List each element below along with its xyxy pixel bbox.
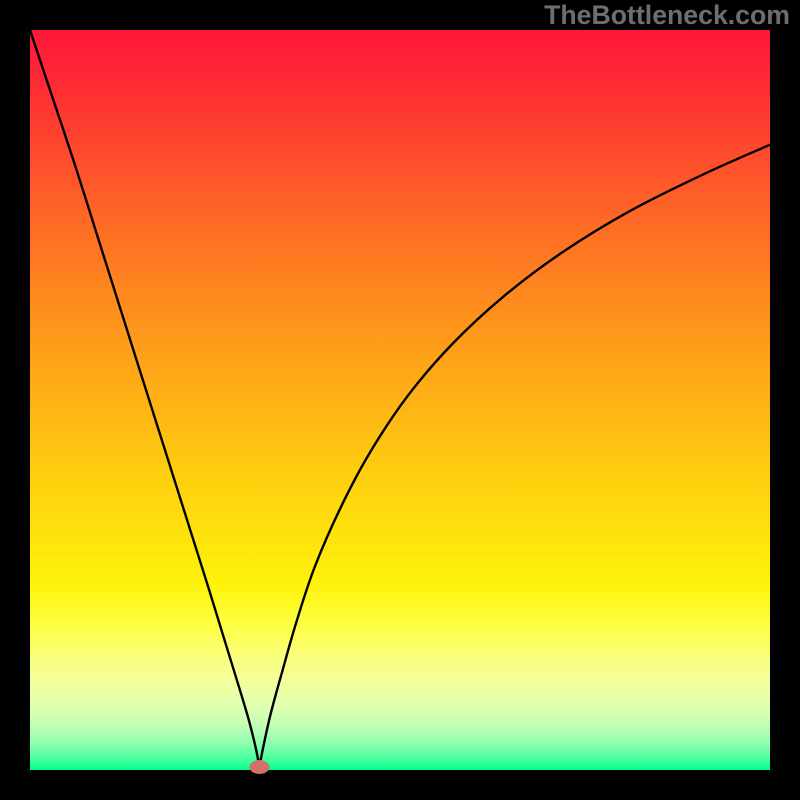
- plot-background-gradient: [30, 30, 770, 770]
- optimal-point-marker: [249, 760, 269, 774]
- chart-stage: TheBottleneck.com: [0, 0, 800, 800]
- bottleneck-chart: [0, 0, 800, 800]
- watermark-text: TheBottleneck.com: [544, 0, 790, 31]
